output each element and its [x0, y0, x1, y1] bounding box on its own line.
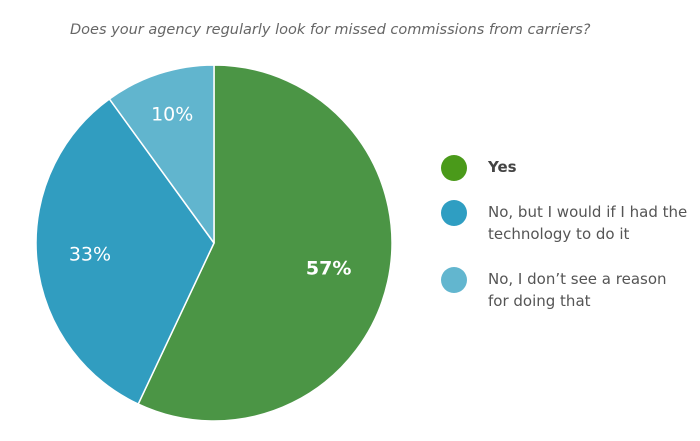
- legend-item-no-but-i-would-if-i-had-the-technology-to-do-it: No, but I would if I had the technology …: [441, 197, 691, 245]
- legend-item-no-i-don-t-see-a-reason-for-doing-that: No, I don’t see a reason for doing that: [441, 264, 691, 312]
- legend-label: No, but I would if I had the technology …: [488, 203, 688, 243]
- legend-swatch: [441, 155, 467, 181]
- legend-label: Yes: [488, 158, 517, 176]
- legend-item-yes: Yes: [441, 152, 691, 181]
- slice-label-yes: 57%: [306, 258, 351, 280]
- slice-label-no-but-i-would-if-i-had-the-technology-to-do-it: 33%: [69, 244, 111, 266]
- legend-swatch: [441, 200, 467, 226]
- legend-swatch: [441, 267, 467, 293]
- pie-slice-no-but-i-would-if-i-had-the-technology-to-do-it: [35, 98, 215, 405]
- pie-slice-no-i-don-t-see-a-reason-for-doing-that: [108, 64, 215, 244]
- chart-title: Does your agency regularly look for miss…: [70, 22, 591, 38]
- pie-slice-yes: [137, 64, 393, 422]
- legend: Yes No, but I would if I had the technolo…: [441, 152, 691, 312]
- slice-label-no-i-don-t-see-a-reason-for-doing-that: 10%: [151, 103, 193, 125]
- legend-label: No, I don’t see a reason for doing that: [488, 270, 667, 310]
